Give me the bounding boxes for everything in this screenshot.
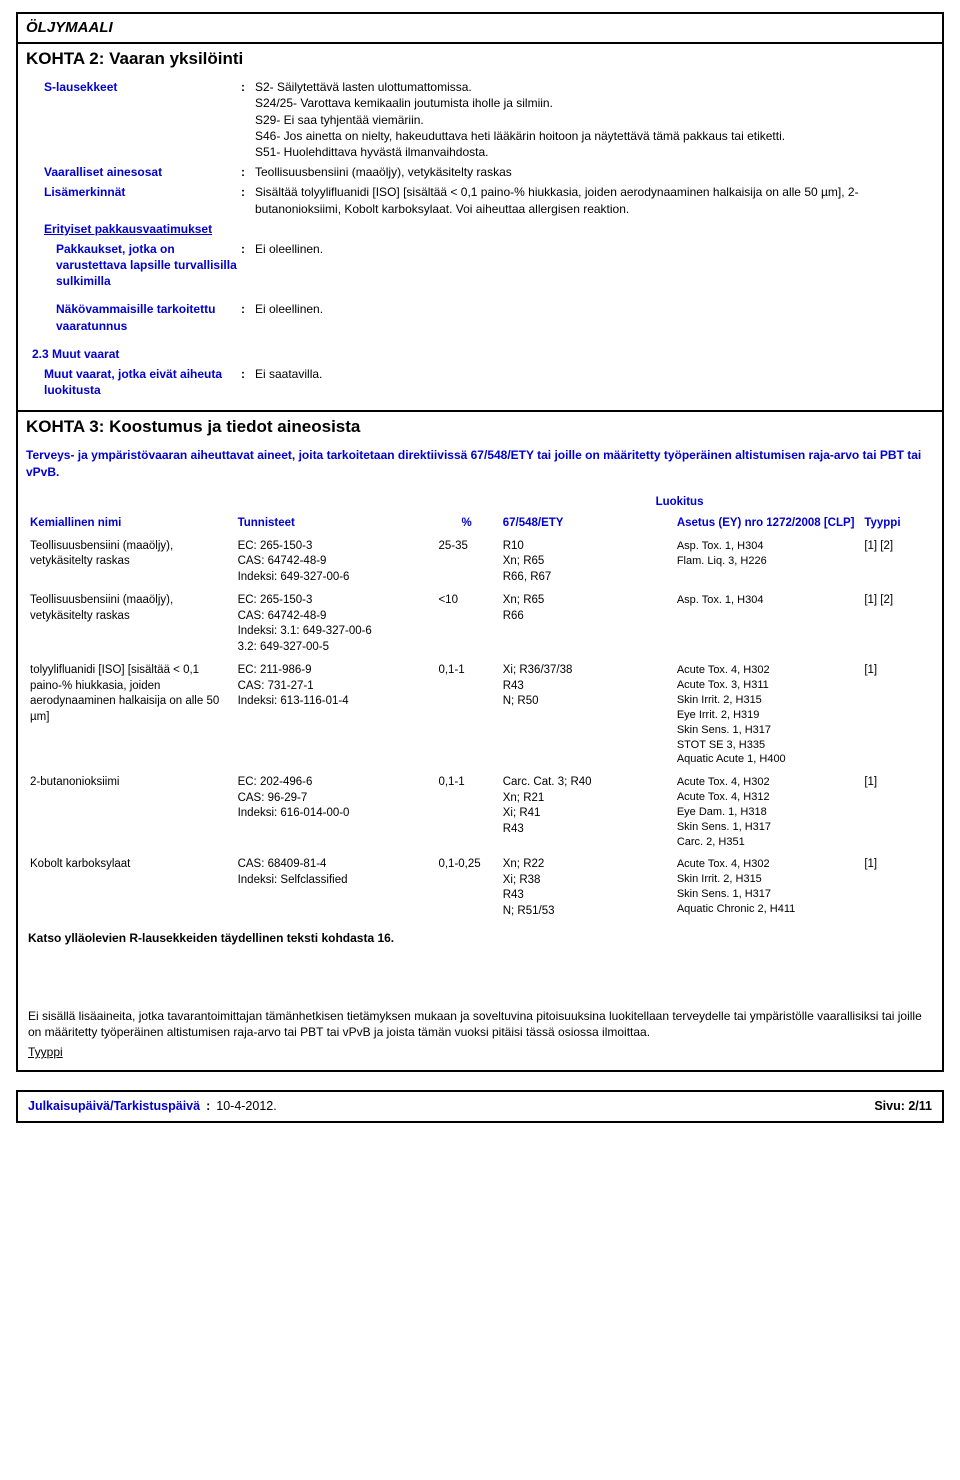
table-row: tolyylifluanidi [ISO] [sisältää < 0,1 pa…	[26, 659, 934, 771]
cell-asetus: Acute Tox. 4, H302 Acute Tox. 3, H311 Sk…	[673, 659, 860, 771]
row-vaaralliset: Vaaralliset ainesosat : Teollisuusbensii…	[26, 164, 934, 180]
cell-pct: 0,1-1	[434, 659, 498, 771]
value-s-lausekkeet: S2- Säilytettävä lasten ulottumattomissa…	[255, 79, 934, 160]
composition-note: Ei sisällä lisäaineita, jotka tavarantoi…	[18, 1002, 942, 1042]
tyyppi-footer-label: Tyyppi	[18, 1042, 942, 1070]
footer-page: Sivu: 2/11	[874, 1098, 932, 1115]
table-row: Kobolt karboksylaatCAS: 68409-81-4 Indek…	[26, 853, 934, 923]
row-pakkaukset: Pakkaukset, jotka on varustettava lapsil…	[26, 241, 934, 290]
section-3-header: KOHTA 3: Koostumus ja tiedot aineosista	[18, 410, 942, 443]
intro-text: Terveys- ja ympäristövaaran aiheuttavat …	[26, 448, 921, 478]
section-3-intro: Terveys- ja ympäristövaaran aiheuttavat …	[18, 443, 942, 487]
section-2-content: S-lausekkeet : S2- Säilytettävä lasten u…	[18, 75, 942, 410]
cell-c675: R10 Xn; R65 R66, R67	[499, 535, 673, 590]
footer: Julkaisupäivä/Tarkistuspäivä : 10-4-2012…	[16, 1090, 944, 1123]
cell-name: tolyylifluanidi [ISO] [sisältää < 0,1 pa…	[26, 659, 234, 771]
table-row: Teollisuusbensiini (maaöljy), vetykäsite…	[26, 589, 934, 659]
below-table-note: Katso ylläolevien R-lausekkeiden täydell…	[26, 924, 406, 948]
label-lisamerk: Lisämerkinnät	[44, 185, 125, 199]
cell-ids: EC: 211-986-9 CAS: 731-27-1 Indeksi: 613…	[234, 659, 435, 771]
cell-tyyppi: [1]	[860, 771, 934, 853]
row-s-lausekkeet: S-lausekkeet : S2- Säilytettävä lasten u…	[26, 79, 934, 160]
label-nako: Näkövammaisille tarkoitettu vaaratunnus	[56, 302, 215, 332]
cell-pct: 0,1-0,25	[434, 853, 498, 923]
cell-name: Kobolt karboksylaat	[26, 853, 234, 923]
label-vaaralliset: Vaaralliset ainesosat	[44, 165, 162, 179]
cell-tyyppi: [1] [2]	[860, 535, 934, 590]
cell-asetus: Acute Tox. 4, H302 Acute Tox. 4, H312 Ey…	[673, 771, 860, 853]
th-ids: Tunnisteet	[234, 492, 435, 535]
cell-ids: EC: 265-150-3 CAS: 64742-48-9 Indeksi: 3…	[234, 589, 435, 659]
label-s-lausekkeet: S-lausekkeet	[44, 80, 117, 94]
th-name: Kemiallinen nimi	[26, 492, 234, 535]
footer-date: 10-4-2012.	[216, 1098, 276, 1115]
cell-name: 2-butanonioksiimi	[26, 771, 234, 853]
value-pakkaukset: Ei oleellinen.	[255, 241, 934, 290]
cell-tyyppi: [1]	[860, 853, 934, 923]
row-lisamerk: Lisämerkinnät : Sisältää tolyylifluanidi…	[26, 184, 934, 216]
th-asetus: Asetus (EY) nro 1272/2008 [CLP]	[673, 513, 860, 535]
label-muut-header: 2.3 Muut vaarat	[32, 347, 119, 361]
cell-asetus: Asp. Tox. 1, H304 Flam. Liq. 3, H226	[673, 535, 860, 590]
th-pct: %	[434, 492, 498, 535]
composition-table: Kemiallinen nimi Tunnisteet % Luokitus T…	[26, 492, 934, 924]
table-row: Teollisuusbensiini (maaöljy), vetykäsite…	[26, 535, 934, 590]
row-nako: Näkövammaisille tarkoitettu vaaratunnus …	[26, 301, 934, 333]
table-row: 2-butanonioksiimiEC: 202-496-6 CAS: 96-2…	[26, 771, 934, 853]
label-erityiset: Erityiset pakkausvaatimukset	[44, 222, 212, 236]
footer-label: Julkaisupäivä/Tarkistuspäivä	[28, 1098, 200, 1115]
cell-c675: Xn; R65 R66	[499, 589, 673, 659]
cell-pct: 25-35	[434, 535, 498, 590]
cell-c675: Xi; R36/37/38 R43 N; R50	[499, 659, 673, 771]
cell-c675: Xn; R22 Xi; R38 R43 N; R51/53	[499, 853, 673, 923]
row-muut: Muut vaarat, jotka eivät aiheuta luokitu…	[26, 366, 934, 398]
row-erityiset-header: Erityiset pakkausvaatimukset	[26, 221, 934, 237]
cell-asetus: Acute Tox. 4, H302 Skin Irrit. 2, H315 S…	[673, 853, 860, 923]
cell-name: Teollisuusbensiini (maaöljy), vetykäsite…	[26, 589, 234, 659]
cell-name: Teollisuusbensiini (maaöljy), vetykäsite…	[26, 535, 234, 590]
value-muut: Ei saatavilla.	[255, 366, 934, 398]
th-tyyppi: Tyyppi	[860, 492, 934, 535]
value-lisamerk: Sisältää tolyylifluanidi [ISO] [sisältää…	[255, 184, 934, 216]
document-frame: ÖLJYMAALI KOHTA 2: Vaaran yksilöinti S-l…	[16, 12, 944, 1072]
label-muut: Muut vaarat, jotka eivät aiheuta luokitu…	[44, 367, 222, 397]
cell-ids: EC: 265-150-3 CAS: 64742-48-9 Indeksi: 6…	[234, 535, 435, 590]
value-vaaralliset: Teollisuusbensiini (maaöljy), vetykäsite…	[255, 164, 934, 180]
cell-pct: <10	[434, 589, 498, 659]
section-2-header: KOHTA 2: Vaaran yksilöinti	[18, 44, 942, 75]
cell-c675: Carc. Cat. 3; R40 Xn; R21 Xi; R41 R43	[499, 771, 673, 853]
document-title: ÖLJYMAALI	[18, 14, 942, 44]
cell-ids: CAS: 68409-81-4 Indeksi: Selfclassified	[234, 853, 435, 923]
label-pakkaukset: Pakkaukset, jotka on varustettava lapsil…	[56, 242, 237, 288]
value-nako: Ei oleellinen.	[255, 301, 934, 333]
cell-pct: 0,1-1	[434, 771, 498, 853]
th-luokitus: Luokitus	[499, 492, 861, 514]
th-675: 67/548/ETY	[499, 513, 673, 535]
cell-ids: EC: 202-496-6 CAS: 96-29-7 Indeksi: 616-…	[234, 771, 435, 853]
cell-asetus: Asp. Tox. 1, H304	[673, 589, 860, 659]
row-muut-header: 2.3 Muut vaarat	[26, 346, 934, 362]
cell-tyyppi: [1] [2]	[860, 589, 934, 659]
cell-tyyppi: [1]	[860, 659, 934, 771]
